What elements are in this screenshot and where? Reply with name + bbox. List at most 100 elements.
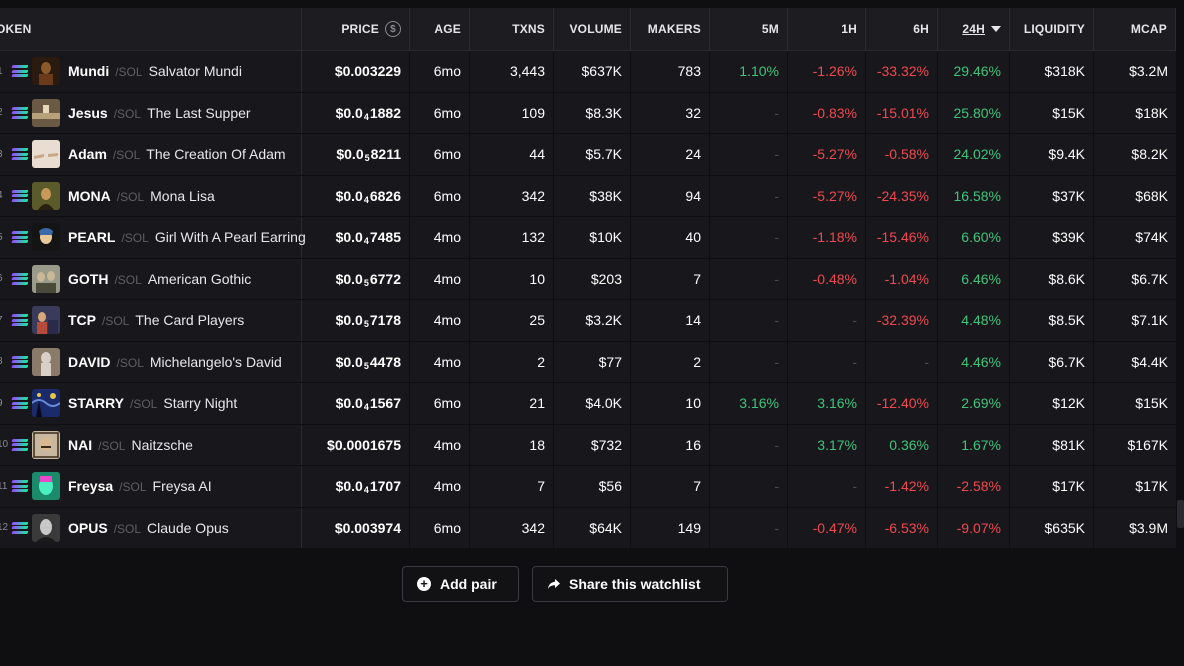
- token-cell[interactable]: 9 STARRY /SOL Starry Night: [0, 383, 302, 424]
- solana-chain-icon: [11, 106, 29, 119]
- txns-value: 109: [470, 92, 554, 133]
- header-liquidity[interactable]: LIQUIDITY: [1010, 8, 1094, 50]
- row-rank: 7: [0, 315, 5, 326]
- token-cell[interactable]: 8 DAVID /SOL Michelangelo's David: [0, 341, 302, 382]
- table-row[interactable]: 3 Adam /SOL The Creation Of Adam $0.0582…: [0, 134, 1176, 176]
- token-cell[interactable]: 6 GOTH /SOL American Gothic: [0, 258, 302, 299]
- token-cell[interactable]: 12 OPUS /SOL Claude Opus: [0, 507, 302, 548]
- token-chain-label: /SOL: [130, 397, 158, 412]
- token-cell[interactable]: 11 Freysa /SOL Freysa AI: [0, 466, 302, 507]
- starry-night-icon: [32, 389, 60, 418]
- price-value: $0.003229: [302, 51, 410, 92]
- change-1h: -0.47%: [788, 507, 866, 548]
- makers-value: 149: [631, 507, 710, 548]
- change-6h: -15.46%: [866, 217, 938, 258]
- token-cell[interactable]: 10 NAI /SOL Naitzsche: [0, 424, 302, 465]
- token-cell[interactable]: 4 MONA /SOL Mona Lisa: [0, 175, 302, 216]
- change-24h: -9.07%: [938, 507, 1010, 548]
- volume-value: $8.3K: [554, 92, 631, 133]
- table-row[interactable]: 12 OPUS /SOL Claude Opus $0.003974 6mo 3…: [0, 507, 1176, 549]
- card-players-icon: [32, 306, 60, 335]
- makers-value: 2: [631, 341, 710, 382]
- add-pair-button[interactable]: + Add pair: [402, 566, 519, 602]
- token-chain-label: /SOL: [121, 231, 149, 246]
- token-cell[interactable]: 5 PEARL /SOL Girl With A Pearl Earring: [0, 217, 306, 258]
- makers-value: 7: [631, 466, 710, 507]
- mcap-value: $3.9M: [1129, 519, 1168, 536]
- txns-value: 21: [470, 383, 554, 424]
- header-5m[interactable]: 5M: [710, 8, 788, 50]
- token-chain-label: /SOL: [113, 106, 142, 121]
- price-value: $0.0 4 7485: [302, 217, 410, 258]
- liquidity-value: $39K: [1010, 217, 1094, 258]
- header-24h[interactable]: 24H: [938, 8, 1010, 50]
- solana-chain-icon: [11, 397, 29, 409]
- token-cell[interactable]: 3 Adam /SOL The Creation Of Adam: [0, 134, 302, 175]
- sort-desc-icon: [991, 26, 1001, 32]
- change-1h: -: [788, 341, 866, 382]
- table-row[interactable]: 8 DAVID /SOL Michelangelo's David $0.054…: [0, 341, 1176, 383]
- makers-value: 40: [631, 217, 710, 258]
- change-24h: 1.67%: [938, 424, 1010, 465]
- token-avatar: [32, 513, 60, 542]
- change-1h: -0.48%: [788, 258, 866, 299]
- mcap-value: $74K: [1135, 229, 1168, 246]
- row-rank: 8: [0, 356, 5, 367]
- age-value: 6mo: [410, 92, 470, 133]
- liquidity-value: $8.5K: [1010, 300, 1094, 341]
- makers-value: 16: [631, 424, 710, 465]
- table-row[interactable]: 5 PEARL /SOL Girl With A Pearl Earring $…: [0, 217, 1176, 259]
- token-avatar: [32, 98, 60, 127]
- token-symbol: Mundi: [68, 63, 110, 80]
- table-row[interactable]: 1 Mundi /SOL Salvator Mundi $0.003229 6m…: [0, 51, 1176, 93]
- makers-value: 10: [631, 383, 710, 424]
- makers-value: 14: [631, 300, 710, 341]
- currency-toggle-icon[interactable]: $: [385, 21, 401, 37]
- makers-value: 783: [631, 51, 710, 92]
- header-price[interactable]: PRICE $: [302, 8, 410, 50]
- scrollbar-track[interactable]: [1176, 0, 1184, 666]
- solana-chain-icon: [11, 231, 29, 243]
- txns-value: 44: [470, 134, 554, 175]
- token-cell[interactable]: 1 Mundi /SOL Salvator Mundi: [0, 51, 302, 92]
- token-name: American Gothic: [147, 270, 252, 287]
- header-makers[interactable]: MAKERS: [631, 8, 710, 50]
- scrollbar-thumb[interactable]: [1177, 500, 1184, 528]
- volume-value: $732: [554, 424, 631, 465]
- header-mcap[interactable]: MCAP: [1094, 8, 1176, 50]
- change-5m: 1.10%: [710, 51, 788, 92]
- liquidity-value: $17K: [1010, 466, 1094, 507]
- mcap-value: $15K: [1135, 395, 1168, 412]
- change-6h: -15.01%: [866, 92, 938, 133]
- token-name: Starry Night: [163, 395, 238, 412]
- token-cell[interactable]: 7 TCP /SOL The Card Players: [0, 300, 302, 341]
- liquidity-value: $318K: [1010, 51, 1094, 92]
- token-cell[interactable]: 2 Jesus /SOL The Last Supper: [0, 92, 302, 133]
- table-row[interactable]: 10 NAI /SOL Naitzsche $0.0001675 4mo 18 …: [0, 424, 1176, 466]
- header-6h[interactable]: 6H: [866, 8, 938, 50]
- solana-chain-icon: [11, 438, 29, 451]
- header-1h[interactable]: 1H: [788, 8, 866, 50]
- mona-lisa-icon: [32, 181, 60, 210]
- header-txns[interactable]: TXNS: [470, 8, 554, 50]
- change-6h: -12.40%: [866, 383, 938, 424]
- share-watchlist-button[interactable]: Share this watchlist: [532, 566, 728, 602]
- token-chain-label: /SOL: [119, 480, 147, 495]
- token-symbol: OPUS: [68, 519, 108, 536]
- header-volume[interactable]: VOLUME: [554, 8, 631, 50]
- row-rank: 12: [0, 522, 9, 534]
- age-value: 4mo: [410, 300, 470, 341]
- header-token[interactable]: OKEN: [0, 8, 302, 50]
- row-rank: 11: [0, 480, 8, 492]
- change-5m: -: [710, 424, 788, 465]
- token-symbol: STARRY: [68, 395, 124, 412]
- david-statue-icon: [32, 347, 60, 376]
- change-5m: -: [710, 175, 788, 216]
- header-age[interactable]: AGE: [410, 8, 470, 50]
